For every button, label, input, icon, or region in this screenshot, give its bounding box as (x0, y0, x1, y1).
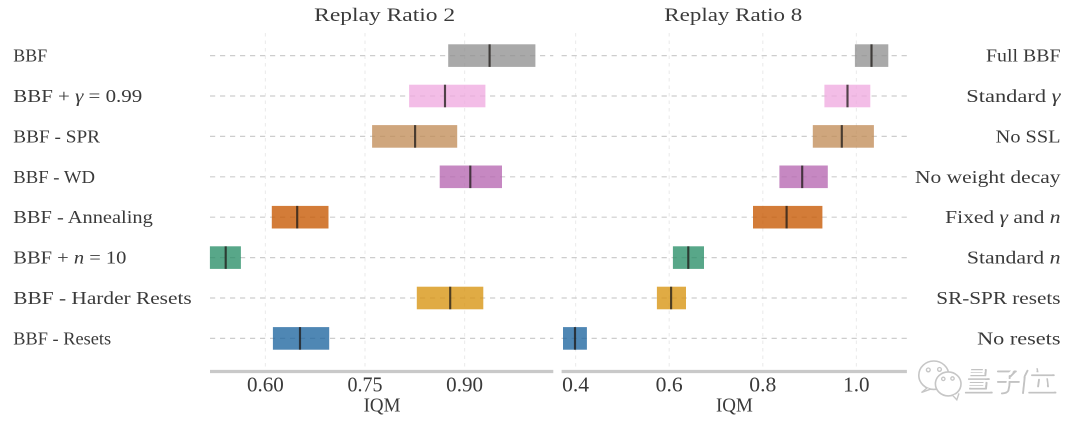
svg-text:Standard γ: Standard γ (966, 86, 1061, 106)
svg-text:No resets: No resets (977, 328, 1060, 348)
svg-text:BBF - Resets: BBF - Resets (13, 328, 111, 348)
svg-text:BBF - Annealing: BBF - Annealing (13, 207, 153, 227)
svg-text:No SSL: No SSL (996, 126, 1061, 146)
svg-text:SR-SPR resets: SR-SPR resets (936, 288, 1060, 308)
svg-text:0.6: 0.6 (656, 372, 683, 396)
svg-text:Standard n: Standard n (967, 248, 1061, 268)
svg-text:BBF - SPR: BBF - SPR (13, 126, 100, 146)
svg-text:0.75: 0.75 (348, 372, 383, 396)
svg-text:Fixed γ and n: Fixed γ and n (945, 207, 1060, 227)
svg-text:Replay Ratio 8: Replay Ratio 8 (664, 6, 802, 26)
svg-text:No weight decay: No weight decay (915, 167, 1061, 187)
svg-text:Full BBF: Full BBF (986, 46, 1061, 66)
svg-text:BBF - Harder Resets: BBF - Harder Resets (13, 288, 191, 308)
svg-text:Replay Ratio 2: Replay Ratio 2 (314, 6, 455, 26)
svg-text:BBF - WD: BBF - WD (13, 167, 95, 187)
svg-text:0.90: 0.90 (446, 372, 483, 396)
svg-text:0.60: 0.60 (247, 372, 284, 396)
svg-text:1.0: 1.0 (843, 372, 869, 396)
svg-text:BBF + n = 10: BBF + n = 10 (13, 248, 126, 268)
svg-text:0.8: 0.8 (749, 372, 776, 396)
svg-text:IQM: IQM (364, 394, 401, 416)
svg-text:BBF + γ = 0.99: BBF + γ = 0.99 (13, 86, 142, 106)
svg-text:0.4: 0.4 (562, 372, 590, 396)
svg-text:IQM: IQM (716, 394, 753, 416)
svg-text:BBF: BBF (13, 46, 47, 66)
